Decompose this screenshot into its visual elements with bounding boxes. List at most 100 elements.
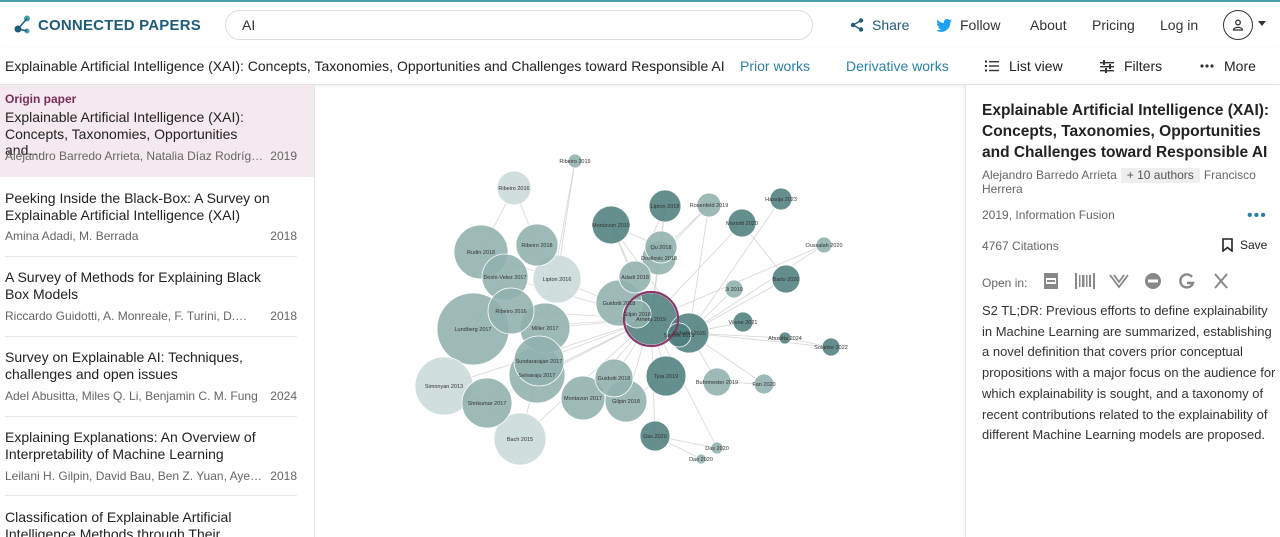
prior-works-button[interactable]: Prior works: [740, 58, 811, 74]
detail-author[interactable]: Alejandro Barredo Arrieta: [982, 168, 1117, 182]
doi-icon[interactable]: [1140, 269, 1166, 293]
logo-icon: [14, 15, 30, 34]
list-item[interactable]: Classification of Explainable Artificial…: [0, 496, 314, 537]
citation-graph[interactable]: Ribeiro 2019 Ribeiro 2016 Lipton 2018 Rosen…: [315, 85, 965, 537]
graph-node-label: Miller 2017: [532, 326, 559, 332]
graph-node[interactable]: [644, 230, 678, 264]
share-button[interactable]: Share: [850, 2, 909, 48]
graph-node[interactable]: [648, 189, 682, 223]
graph-node-label: Ribeiro 2019: [559, 159, 590, 165]
graph-node[interactable]: [724, 279, 744, 299]
derivative-works-button[interactable]: Derivative works: [846, 58, 949, 74]
graph-node[interactable]: [567, 153, 583, 169]
graph-node[interactable]: [732, 311, 754, 333]
header: CONNECTED PAPERS Share Follow About Pric…: [0, 2, 1280, 48]
graph-paper-title: Explainable Artificial Intelligence (XAI…: [5, 58, 725, 74]
graph-node[interactable]: [821, 337, 841, 357]
graph-node[interactable]: [591, 205, 631, 245]
chevron-down-icon[interactable]: [1258, 21, 1266, 26]
detail-author[interactable]: Francisco Herrera: [982, 168, 1256, 196]
list-item[interactable]: A Survey of Methods for Explaining Black…: [0, 257, 314, 337]
semantic-scholar-icon[interactable]: [1106, 269, 1132, 293]
graph-node[interactable]: [666, 322, 692, 348]
x-icon[interactable]: [1208, 269, 1234, 293]
graph-node[interactable]: [461, 377, 513, 429]
login-link[interactable]: Log in: [1160, 17, 1199, 33]
search-input[interactable]: [225, 10, 813, 40]
graph-node-label: Montavon 2019: [592, 223, 630, 229]
graph-node[interactable]: [696, 192, 722, 218]
user-icon: [1232, 19, 1244, 31]
share-label: Share: [872, 17, 910, 33]
graph-node-label: Guidotti 2018: [603, 301, 636, 307]
pricing-link[interactable]: Pricing: [1092, 17, 1135, 33]
graph-node-label: Oussalah 2020: [806, 243, 843, 249]
graph-node-label: Lipton 2016: [543, 277, 572, 283]
list-item-title: Peeking Inside the Black-Box: A Survey o…: [5, 190, 270, 223]
graph-node[interactable]: [771, 264, 801, 294]
list-divider: [5, 256, 297, 257]
graph-node[interactable]: [513, 335, 565, 387]
graph-node[interactable]: [594, 358, 634, 398]
pdf-icon[interactable]: [1038, 269, 1064, 293]
barcode-icon[interactable]: [1072, 269, 1098, 293]
google-scholar-icon[interactable]: [1174, 269, 1200, 293]
graph-node[interactable]: [727, 208, 757, 238]
list-item[interactable]: Explaining Explanations: An Overview of …: [0, 417, 314, 497]
detail-authors: Alejandro Barredo Arrieta + 10 authors Fra…: [982, 168, 1277, 196]
detail-menu-button[interactable]: •••: [1247, 207, 1267, 224]
graph-node-label: Ji 2019: [725, 287, 743, 293]
graph-node[interactable]: [532, 254, 582, 304]
follow-button[interactable]: Follow: [936, 2, 1000, 48]
graph-node[interactable]: [645, 355, 687, 397]
avatar-button[interactable]: [1223, 10, 1253, 40]
graph-node[interactable]: [639, 420, 671, 452]
list-view-label: List view: [1009, 58, 1063, 74]
open-in-links: [1038, 269, 1242, 293]
graph-node-label: Gilpin 2018: [612, 399, 640, 405]
list-item-year: 2018: [270, 229, 297, 243]
more-button[interactable]: More: [1200, 58, 1256, 74]
graph-node[interactable]: [515, 223, 559, 267]
detail-tldr: S2 TL;DR: Previous efforts to define exp…: [982, 303, 1276, 443]
graph-node[interactable]: [496, 170, 532, 206]
graph-node-label: Ribeiro 2016: [498, 186, 529, 192]
list-item-year: 2018: [270, 469, 297, 483]
graph-node[interactable]: [702, 367, 732, 397]
logo[interactable]: CONNECTED PAPERS: [14, 15, 201, 35]
graph-node[interactable]: [778, 331, 792, 345]
graph-node[interactable]: [710, 441, 724, 455]
more-authors-button[interactable]: + 10 authors: [1120, 168, 1200, 183]
graph-node[interactable]: [493, 412, 547, 466]
list-view-button[interactable]: List view: [985, 58, 1063, 74]
graph-node[interactable]: [695, 453, 707, 465]
list-item-meta: Leilani H. Gilpin, David Bau, Ben Z. Yua…: [5, 469, 297, 483]
bookmark-icon: [1222, 238, 1233, 252]
graph-labels: Ribeiro 2019 Ribeiro 2016 Lipton 2018 Rosen…: [425, 159, 848, 463]
list-divider: [5, 336, 297, 337]
origin-paper-label: Origin paper: [5, 92, 77, 106]
detail-citations[interactable]: 4767 Citations: [982, 239, 1059, 253]
graph-node[interactable]: [487, 287, 535, 335]
more-label: More: [1224, 58, 1256, 74]
follow-label: Follow: [960, 17, 1001, 33]
graph-node[interactable]: [618, 260, 652, 294]
graph-node-label: Vilone 2021: [729, 320, 758, 326]
graph-node-label: Doshi-Velez 2017: [483, 275, 526, 281]
list-item-origin[interactable]: Origin paper Explainable Artificial Inte…: [0, 85, 314, 177]
save-button[interactable]: Save: [1222, 238, 1267, 252]
paper-toolbar: Explainable Artificial Intelligence (XAI…: [0, 48, 1280, 85]
list-item-year: 2024: [270, 389, 297, 403]
graph-node-label: Barto 2020: [773, 277, 800, 283]
list-item[interactable]: Survey on Explainable AI: Techniques, ch…: [0, 337, 314, 417]
graph-node[interactable]: [815, 236, 833, 254]
share-icon: [850, 18, 864, 32]
list-item-authors: Riccardo Guidotti, A. Monreale, F. Turin…: [5, 309, 248, 323]
graph-node-label: Dao 2020: [689, 457, 713, 463]
graph-node[interactable]: [753, 373, 775, 395]
about-link[interactable]: About: [1030, 17, 1067, 33]
list-item[interactable]: Peeking Inside the Black-Box: A Survey o…: [0, 177, 314, 257]
graph-node[interactable]: [622, 299, 652, 329]
filters-button[interactable]: Filters: [1100, 58, 1162, 74]
graph-node[interactable]: [769, 187, 793, 211]
